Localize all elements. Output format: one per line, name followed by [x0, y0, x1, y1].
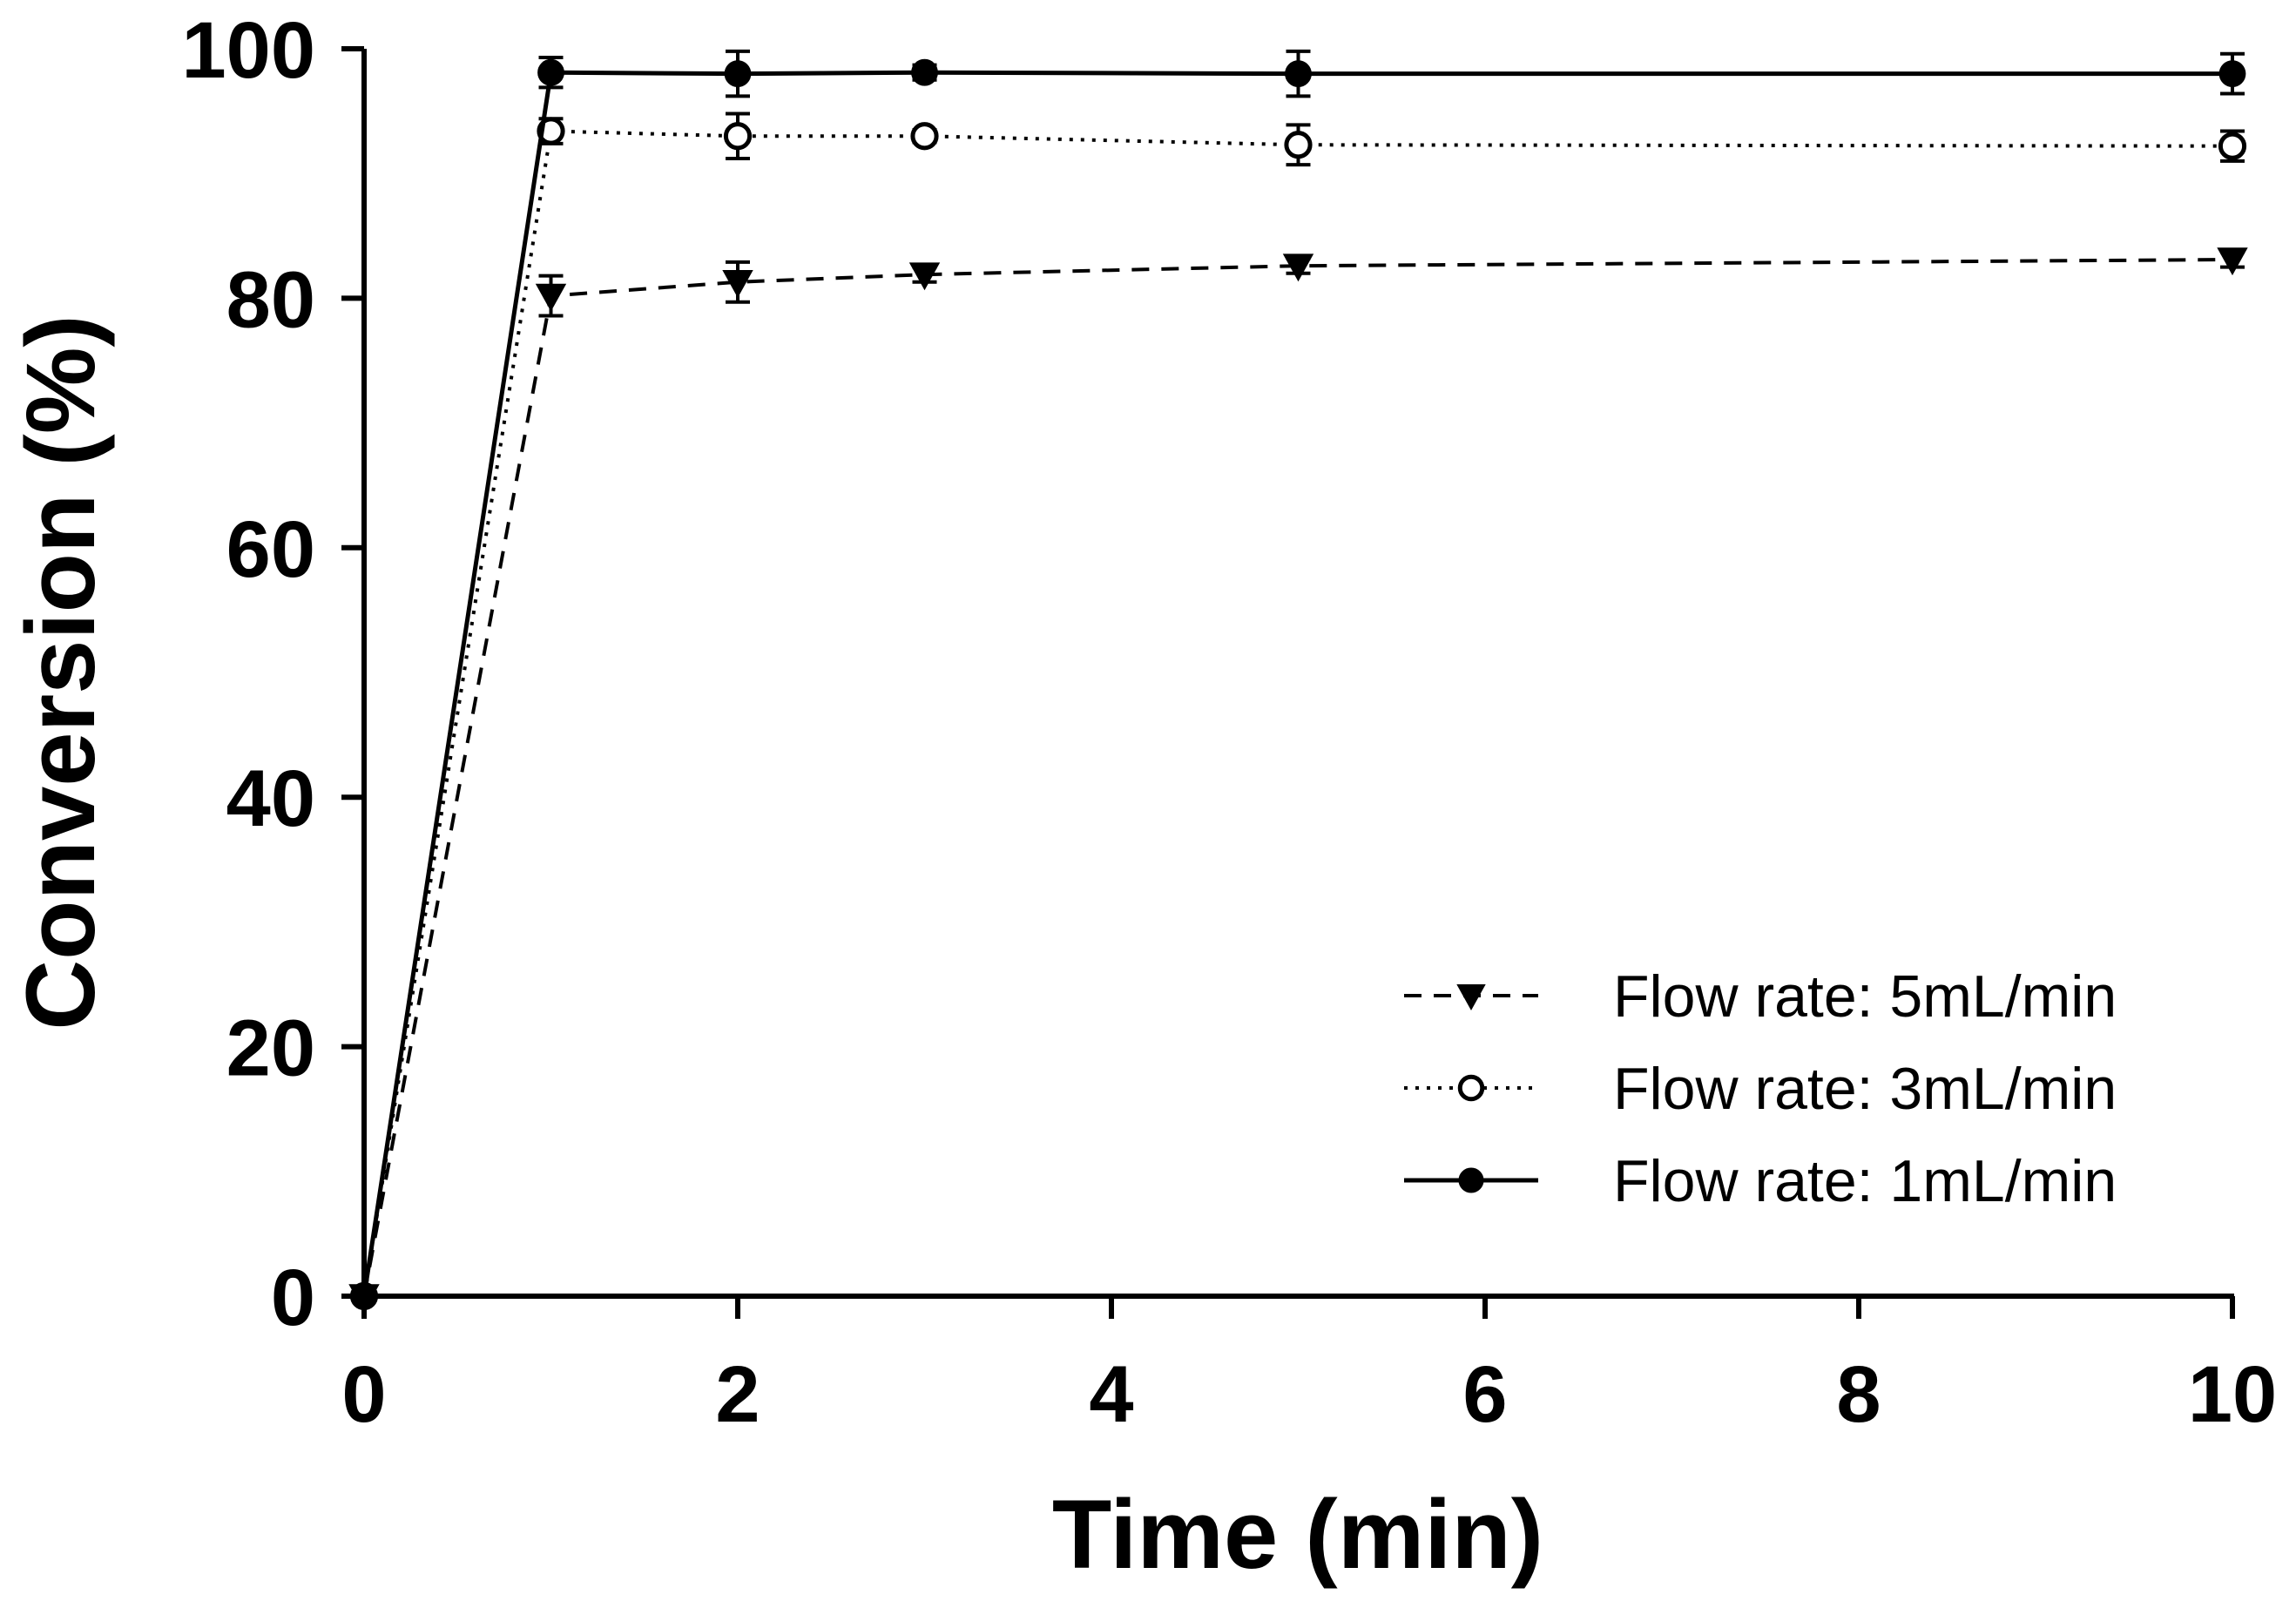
data-point: [910, 122, 939, 151]
data-point: [722, 269, 753, 298]
legend-marker: [1458, 1167, 1484, 1193]
y-ticks: 0 20 40 60 80 100: [182, 6, 364, 1342]
series-line: [362, 258, 2233, 1297]
data-point: [1285, 60, 1312, 88]
data-point: [1284, 131, 1313, 159]
y-tick-label: 60: [226, 505, 315, 594]
plot-area: [348, 49, 2248, 1313]
x-tick-label: 4: [1089, 1350, 1133, 1439]
x-tick-label: 6: [1462, 1350, 1507, 1439]
y-tick-label: 100: [182, 6, 316, 95]
legend-item-3: Flow rate: 1mL/min: [1404, 1148, 2117, 1214]
data-point: [2218, 132, 2247, 160]
axes: [361, 49, 2234, 1299]
y-tick-label: 80: [226, 255, 315, 344]
legend-item-1: Flow rate: 5mL/min: [1404, 963, 2117, 1030]
data-point: [724, 60, 752, 88]
x-tick-label: 0: [341, 1350, 386, 1439]
data-point: [2218, 60, 2246, 88]
legend-label: Flow rate: 3mL/min: [1613, 1056, 2117, 1122]
x-tick-label: 8: [1836, 1350, 1881, 1439]
y-tick-label: 20: [226, 1004, 315, 1093]
series-line: [361, 70, 2232, 1297]
data-point: [2217, 247, 2248, 276]
legend-item-2: Flow rate: 3mL/min: [1404, 1056, 2117, 1122]
data-point: [908, 262, 941, 291]
data-point: [1282, 253, 1314, 282]
x-axis-title: Time (min): [1052, 1480, 1543, 1589]
legend-marker: [1456, 984, 1486, 1011]
data-point: [911, 58, 938, 86]
x-tick-label: 10: [2188, 1350, 2277, 1439]
y-tick-label: 0: [271, 1253, 315, 1342]
series-2: [349, 111, 2247, 1311]
legend-label: Flow rate: 1mL/min: [1613, 1148, 2117, 1214]
x-tick-label: 2: [715, 1350, 760, 1439]
data-point: [537, 58, 564, 86]
data-point: [535, 283, 567, 312]
legend-label: Flow rate: 5mL/min: [1613, 963, 2117, 1030]
series-1: [348, 247, 2248, 1313]
y-tick-label: 40: [226, 754, 315, 843]
legend: Flow rate: 5mL/min Flow rate: 3mL/min Flow…: [1404, 963, 2117, 1214]
data-point: [723, 122, 753, 151]
legend-marker: [1457, 1074, 1485, 1102]
x-ticks: 0 2 4 6 8 10: [341, 1296, 2277, 1439]
y-axis-title: Conversion (%): [6, 314, 115, 1030]
